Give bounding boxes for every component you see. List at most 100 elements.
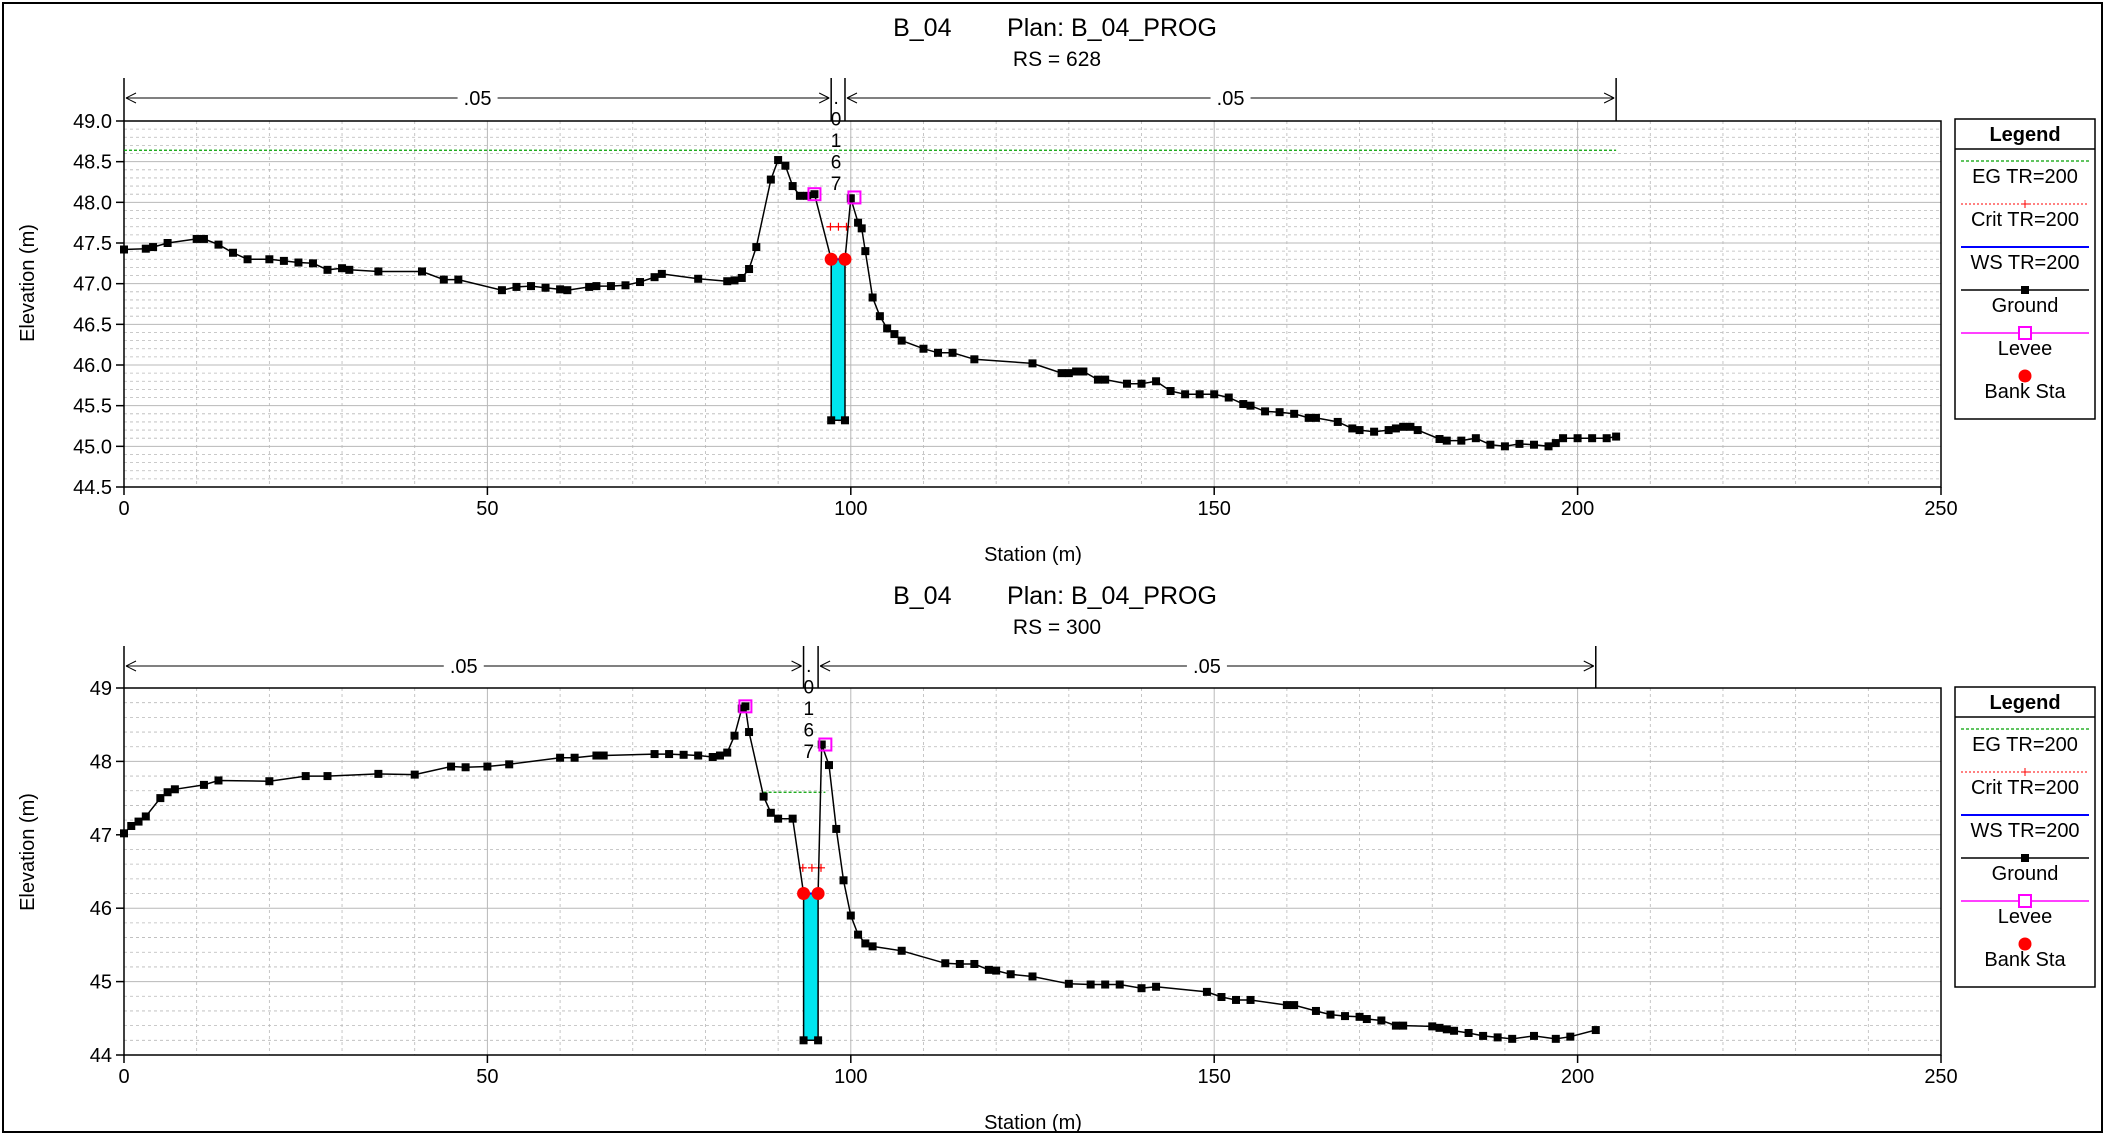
ground-point: [745, 728, 754, 737]
ground-point: [1101, 375, 1110, 384]
ground-point: [861, 247, 870, 256]
ground-point: [774, 156, 783, 165]
ground-point: [1486, 440, 1495, 449]
ground-point: [795, 191, 804, 200]
ground-point: [141, 244, 150, 253]
ground-point: [1006, 970, 1015, 979]
x-tick-label: 250: [1924, 1066, 1957, 1088]
ground-point: [1086, 980, 1095, 989]
ground-point: [505, 760, 514, 769]
levee-marker: [807, 187, 822, 202]
ground-point: [454, 275, 463, 284]
ground-point: [512, 282, 521, 291]
ground-point: [650, 750, 659, 759]
ground-point: [824, 761, 833, 770]
ground-point: [1093, 375, 1102, 384]
x-tick-label: 100: [834, 498, 867, 520]
ground-point: [992, 966, 1001, 975]
mannings-n-label: .05: [1193, 656, 1221, 678]
ground-point: [919, 344, 928, 353]
mannings-n-label-vertical: 1: [804, 699, 815, 720]
chart-rs-628: B_04 Plan: B_04_PROG RS = 628 Station (m…: [17, 14, 2096, 566]
ground-point: [563, 286, 572, 295]
mannings-n-label: .05: [464, 88, 492, 110]
x-tick-label: 250: [1924, 498, 1957, 520]
legend-symbol-levee-marker: [2018, 894, 2032, 908]
ground-point: [868, 293, 877, 302]
ground-point: [730, 731, 739, 740]
ground-point: [606, 282, 615, 291]
legend-box: [1954, 686, 2096, 988]
ground-point: [1166, 387, 1175, 396]
water-fill: [803, 893, 819, 1041]
grid: [123, 687, 1942, 1056]
mannings-arrowhead: [846, 92, 858, 104]
ground-point: [657, 269, 666, 278]
ground-point: [846, 194, 855, 203]
bank-station-marker: [797, 887, 811, 901]
legend-symbol-crit-marker: [2021, 200, 2029, 208]
water-fill: [831, 259, 845, 421]
mannings-arrowhead: [791, 660, 802, 672]
ground-point: [1282, 1001, 1291, 1010]
ground-point: [883, 324, 892, 333]
x-tick-label: 0: [118, 498, 129, 520]
legend-item-label: Ground: [1992, 863, 2059, 885]
ground-line: [123, 158, 1617, 448]
ground-point: [679, 750, 688, 759]
y-tick-label: 45.0: [73, 436, 112, 458]
ground-point: [229, 248, 238, 257]
ground-point: [1057, 369, 1066, 378]
ground-point: [814, 1036, 823, 1045]
ground-point: [1333, 417, 1342, 426]
ground-point: [141, 812, 150, 821]
ground-point: [730, 276, 739, 285]
ground-point: [1529, 440, 1538, 449]
x-tick-label: 0: [118, 1066, 129, 1088]
ground-point: [1115, 980, 1124, 989]
ground-point: [345, 265, 354, 274]
ground-point: [854, 930, 863, 939]
ground-point: [766, 808, 775, 817]
ground-point: [723, 277, 732, 286]
ground-point: [1391, 1021, 1400, 1030]
ground-point: [497, 286, 506, 295]
ground-point: [417, 267, 426, 276]
crit-marker: [826, 222, 835, 231]
x-tick-label: 200: [1561, 1066, 1594, 1088]
ground-point: [1362, 1015, 1371, 1024]
ground-point: [1122, 379, 1131, 388]
chart-title: B_04 Plan: B_04_PROG: [893, 582, 1217, 610]
ground-point: [120, 829, 128, 838]
legend-symbol-bank: [2018, 369, 2032, 383]
legend-item-label: Crit TR=200: [1971, 777, 2079, 799]
legend-item-label: Levee: [1998, 906, 2053, 928]
ground-point: [1559, 434, 1568, 443]
ground-point: [265, 255, 274, 264]
ground-point: [1406, 422, 1415, 431]
mannings-arrowhead: [1583, 660, 1594, 672]
ground-point: [1072, 367, 1081, 376]
ground-point: [737, 273, 746, 282]
ground-point: [890, 330, 899, 339]
ground-point: [1064, 979, 1073, 988]
ground-point: [1493, 1033, 1502, 1042]
ground-point: [810, 190, 819, 199]
ground-point: [556, 285, 565, 294]
ground-point: [374, 769, 383, 778]
ground-point: [857, 224, 866, 233]
ground-point: [1202, 987, 1211, 996]
ground-point: [527, 282, 536, 291]
mannings-n-label-vertical: .: [806, 656, 811, 677]
crit-marker: [842, 222, 851, 231]
ground-point: [1500, 442, 1509, 451]
y-tick-label: 49: [90, 678, 112, 700]
legend-symbol-levee-marker: [2018, 326, 2032, 340]
x-tick-label: 100: [834, 1066, 867, 1088]
ground-point: [1290, 409, 1299, 418]
x-tick-label: 150: [1198, 1066, 1231, 1088]
ground-point: [1377, 1016, 1386, 1025]
ground-point: [781, 161, 790, 170]
legend-item-label: WS TR=200: [1970, 252, 2079, 274]
ground-point: [265, 777, 274, 786]
